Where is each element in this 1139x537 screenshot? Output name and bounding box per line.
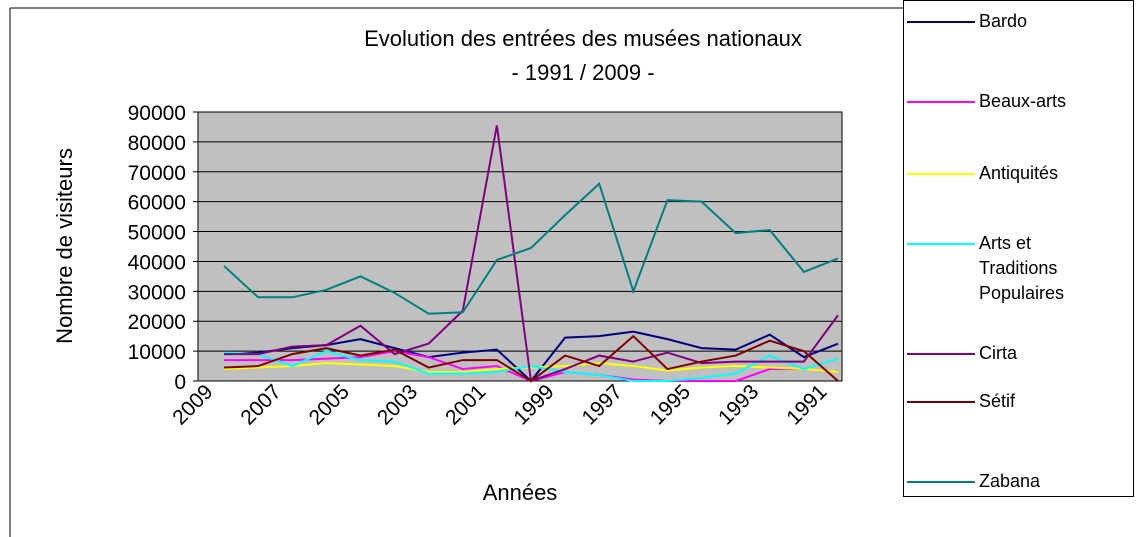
legend-label: Cirta	[979, 343, 1018, 363]
x-tick-label: 1999	[509, 380, 558, 429]
series-line	[223, 362, 839, 374]
legend-label: Arts et Traditions Populaires	[979, 233, 1065, 303]
y-axis-title: Nombre de visiteurs	[52, 148, 77, 344]
y-tick-label: 50000	[128, 222, 186, 245]
y-tick-label: 0	[174, 371, 186, 394]
series-line	[223, 350, 839, 382]
chart-subtitle: - 1991 / 2009 -	[511, 60, 654, 85]
y-tick-label: 10000	[128, 341, 186, 364]
x-tick-label: 1993	[714, 380, 763, 429]
legend-swatch	[907, 481, 975, 483]
x-axis-title: Années	[483, 480, 558, 505]
series-line	[223, 334, 839, 383]
legend-label: Bardo	[979, 11, 1028, 31]
y-tick-label: 40000	[128, 251, 186, 274]
legend-swatch	[907, 353, 975, 355]
y-tick-label: 70000	[128, 162, 186, 185]
x-tick-label: 2007	[236, 380, 285, 429]
y-tick-label: 80000	[128, 132, 186, 155]
legend-swatch	[907, 401, 975, 403]
legend-label: Beaux-arts	[979, 91, 1067, 111]
x-tick-label: 2005	[305, 380, 354, 429]
y-tick-label: 30000	[128, 281, 186, 304]
legend-swatch	[907, 243, 975, 245]
y-tick-label: 20000	[128, 311, 186, 334]
legend-label: Sétif	[979, 391, 1016, 411]
x-tick-label: 2001	[441, 380, 490, 429]
legend: Bardo Beaux-arts Antiquités Arts et Traditi…	[903, 0, 1134, 497]
y-tick-label: 60000	[128, 192, 186, 215]
legend-swatch	[907, 173, 975, 175]
legend-swatch	[907, 101, 975, 103]
chart-title: Evolution des entrées des musées nationa…	[364, 26, 802, 51]
legend-label: Zabana	[979, 471, 1041, 491]
legend-swatch	[907, 21, 975, 23]
x-tick-label: 2003	[373, 380, 422, 429]
series-line	[223, 181, 839, 315]
x-tick-label: 1991	[782, 380, 831, 429]
y-tick-label: 90000	[128, 102, 186, 125]
x-tick-label: 1997	[578, 380, 627, 429]
x-tick-label: 1995	[646, 380, 695, 429]
legend-label: Antiquités	[979, 163, 1059, 183]
plot-area	[197, 111, 843, 382]
